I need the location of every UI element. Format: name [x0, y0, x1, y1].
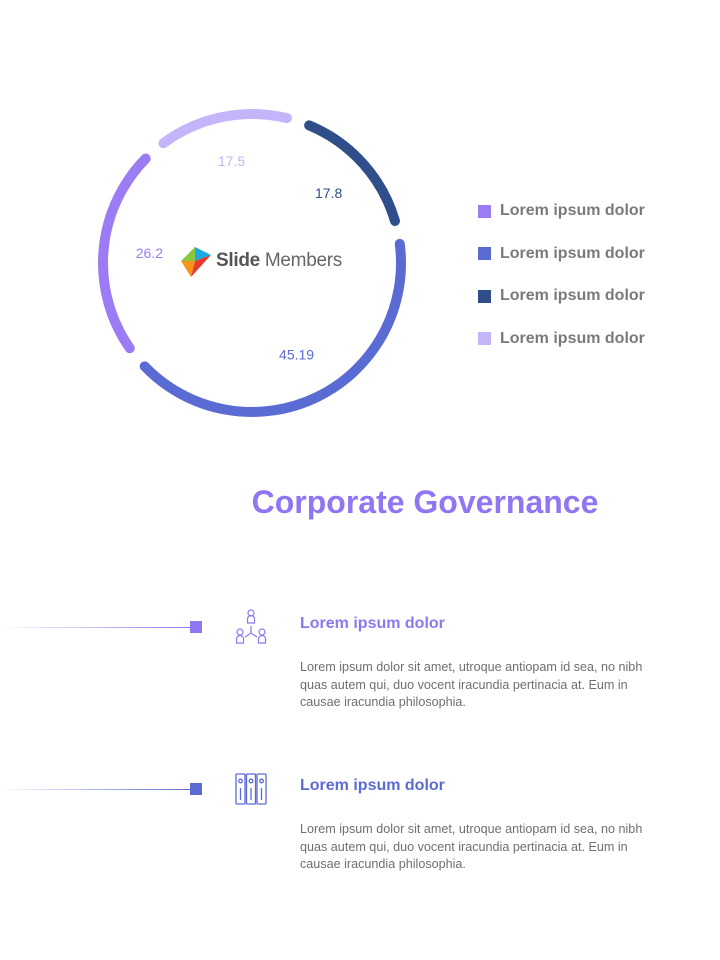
- connector-line: [0, 627, 190, 628]
- item-heading: Lorem ipsum dolor: [300, 615, 445, 632]
- legend-swatch: [478, 289, 491, 303]
- governance-item: Lorem ipsum dolor Lorem ipsum dolor sit …: [0, 607, 720, 737]
- logo-mark-icon: [181, 247, 211, 277]
- item-body: Lorem ipsum dolor sit amet, utroque anti…: [300, 822, 643, 871]
- legend-label: Lorem ipsum dolor: [500, 202, 645, 220]
- legend-label: Lorem ipsum dolor: [500, 244, 645, 262]
- connector-marker: [190, 621, 202, 633]
- connector-line: [0, 789, 190, 790]
- item-heading: Lorem ipsum dolor: [300, 777, 445, 794]
- item-body: Lorem ipsum dolor sit amet, utroque anti…: [300, 660, 643, 709]
- data-label: 17.8: [315, 185, 342, 201]
- people-network-icon: [235, 609, 267, 644]
- page-title: Corporate Governance: [251, 484, 599, 520]
- donut-segment: [139, 238, 406, 417]
- data-label: 17.5: [218, 153, 245, 169]
- data-label: 45.19: [279, 347, 314, 363]
- legend-item: Lorem ipsum dolor: [478, 275, 645, 318]
- logo-text: Slide Members: [216, 250, 342, 271]
- donut-segment: [158, 109, 292, 149]
- binders-icon: [235, 773, 267, 805]
- legend-item: Lorem ipsum dolor: [478, 190, 645, 233]
- legend-swatch: [478, 332, 491, 346]
- donut-segment: [98, 153, 151, 354]
- legend-label: Lorem ipsum dolor: [500, 329, 645, 347]
- connector-marker: [190, 783, 202, 795]
- legend-item: Lorem ipsum dolor: [478, 233, 645, 276]
- legend-label: Lorem ipsum dolor: [500, 287, 645, 305]
- legend-swatch: [478, 247, 491, 261]
- slide-members-logo: Slide Members: [180, 243, 342, 279]
- legend-swatch: [478, 204, 491, 218]
- data-label: 26.2: [136, 245, 163, 261]
- donut-chart: 17.5 17.8 45.19 26.2: [98, 109, 406, 417]
- legend-item: Lorem ipsum dolor: [478, 318, 645, 361]
- chart-legend: Lorem ipsum dolor Lorem ipsum dolor Lore…: [478, 190, 645, 360]
- donut-segment: [304, 120, 400, 226]
- governance-item: Lorem ipsum dolor Lorem ipsum dolor sit …: [0, 769, 720, 899]
